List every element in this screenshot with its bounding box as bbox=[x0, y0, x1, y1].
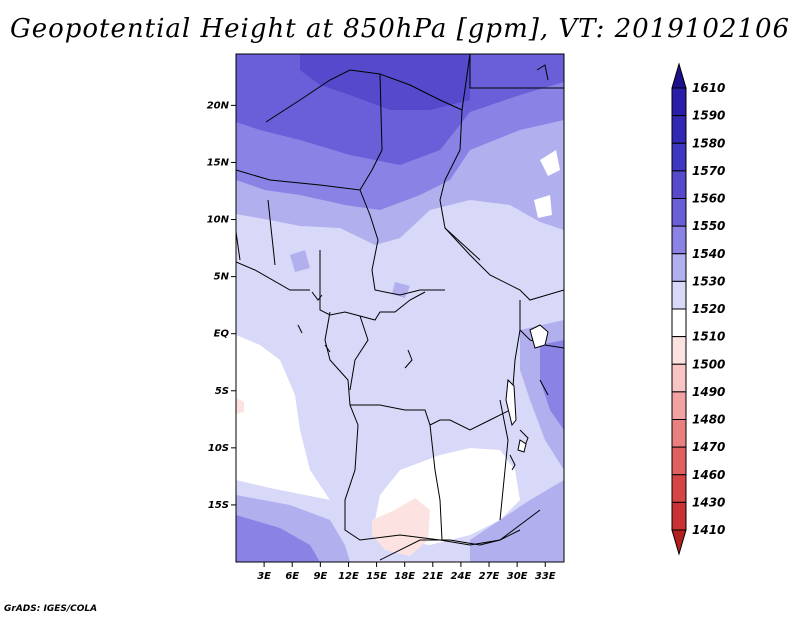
colorbar-top-arrow bbox=[671, 62, 687, 89]
field-1500-south bbox=[372, 498, 430, 556]
map-frame bbox=[235, 53, 565, 563]
map-title: Geopotential Height at 850hPa [gpm], VT:… bbox=[9, 14, 791, 44]
field-1510-west bbox=[236, 335, 330, 500]
lon-label: 15E bbox=[366, 571, 387, 582]
colorbar-label: 1550 bbox=[692, 219, 725, 233]
lat-label: 5S bbox=[215, 386, 229, 397]
colorbar-segment bbox=[671, 115, 687, 144]
colorbar-label: 1460 bbox=[692, 468, 725, 482]
lon-label: 30E bbox=[507, 571, 528, 582]
colorbar-segment bbox=[671, 391, 687, 420]
colorbar-label: 1510 bbox=[692, 330, 725, 344]
lon-label: 21E bbox=[422, 571, 443, 582]
colorbar-label: 1560 bbox=[692, 192, 725, 206]
lat-label: 20N bbox=[207, 100, 230, 111]
colorbar-segment bbox=[671, 501, 687, 531]
lon-label: 33E bbox=[535, 571, 556, 582]
colorbar-segment bbox=[671, 446, 687, 476]
colorbar-segment bbox=[671, 474, 687, 503]
lat-label: 10S bbox=[208, 443, 229, 454]
lon-label: 3E bbox=[257, 571, 271, 582]
colorbar-label: 1570 bbox=[692, 164, 725, 178]
colorbar-label: 1520 bbox=[692, 302, 725, 316]
colorbar-label: 1590 bbox=[692, 109, 725, 123]
country-borders bbox=[236, 54, 564, 561]
colorbar-segment bbox=[671, 170, 687, 199]
colorbar-label: 1500 bbox=[692, 357, 725, 371]
lat-label: 15S bbox=[208, 500, 229, 511]
colorbar-segment bbox=[671, 198, 687, 227]
latitude-axis: 20N 15N 10N 5N EQ 5S 10S 15S bbox=[207, 100, 236, 511]
lat-label: 15N bbox=[207, 157, 230, 168]
lat-label: 5N bbox=[214, 272, 230, 283]
colorbar-segment bbox=[671, 419, 687, 448]
colorbar-segment bbox=[671, 363, 687, 393]
lakes bbox=[505, 324, 549, 453]
lon-label: 9E bbox=[313, 571, 327, 582]
lon-label: 27E bbox=[479, 571, 500, 582]
colorbar-label: 1540 bbox=[692, 247, 725, 261]
colorbar: 1610 1590 1580 1570 1560 1550 1540 1530 1520 1510… bbox=[671, 62, 725, 556]
colorbar-segment bbox=[671, 87, 687, 117]
colorbar-label: 1410 bbox=[692, 523, 725, 537]
lon-label: 12E bbox=[338, 571, 359, 582]
colorbar-segment bbox=[671, 280, 687, 310]
colorbar-bottom-arrow bbox=[671, 529, 687, 556]
colorbar-segment bbox=[671, 225, 687, 255]
longitude-axis: 3E 6E 9E 12E 15E 18E 21E 24E 27E 30E 33E bbox=[257, 562, 556, 582]
lat-label: 10N bbox=[207, 215, 230, 226]
colorbar-segment bbox=[671, 253, 687, 282]
field-1540-southwest bbox=[236, 515, 320, 562]
colorbar-label: 1430 bbox=[692, 495, 725, 509]
colorbar-label: 1580 bbox=[692, 136, 725, 150]
lon-label: 24E bbox=[451, 571, 472, 582]
colorbar-label: 1530 bbox=[692, 274, 725, 288]
lon-label: 6E bbox=[285, 571, 299, 582]
field-1540-east bbox=[540, 340, 564, 430]
colorbar-segment bbox=[671, 142, 687, 172]
lon-label: 18E bbox=[394, 571, 415, 582]
colorbar-label: 1480 bbox=[692, 413, 725, 427]
colorbar-label: 1490 bbox=[692, 385, 725, 399]
colorbar-segment bbox=[671, 336, 687, 365]
grads-credit: GrADS: IGES/COLA bbox=[4, 604, 98, 614]
field-1560-core bbox=[300, 54, 470, 110]
colorbar-label: 1470 bbox=[692, 440, 725, 454]
colorbar-label: 1610 bbox=[692, 81, 725, 95]
lat-label: EQ bbox=[214, 329, 230, 340]
colorbar-segment bbox=[671, 308, 687, 338]
